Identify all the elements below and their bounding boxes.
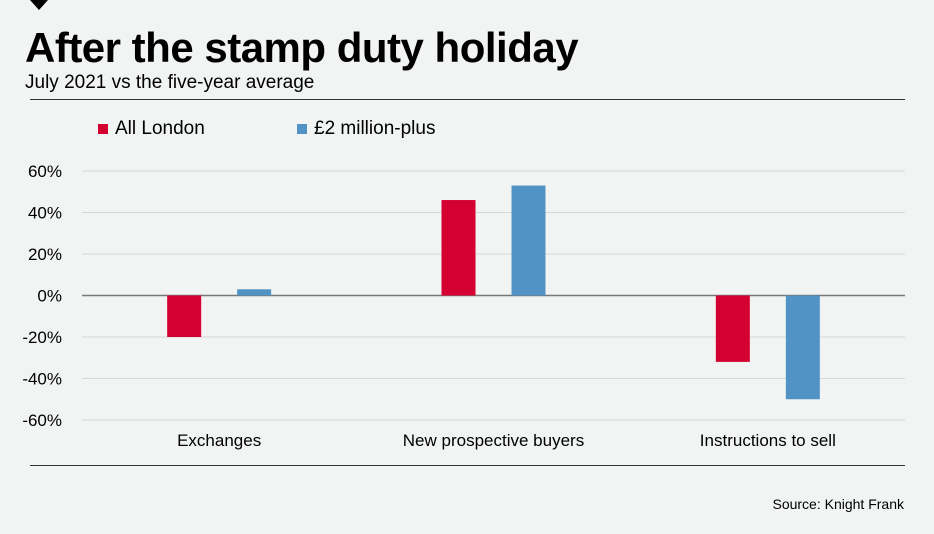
legend-swatch — [297, 124, 307, 134]
legend-swatch — [98, 124, 108, 134]
bar-2m-plus — [237, 289, 272, 296]
bar-all-london — [167, 295, 202, 337]
y-tick-label: 40% — [28, 204, 62, 223]
bar-all-london — [715, 295, 750, 362]
y-tick-label: 20% — [28, 245, 62, 264]
bottom-divider — [30, 465, 905, 466]
triangle-marker-icon — [30, 0, 48, 10]
x-category-label: Instructions to sell — [700, 431, 836, 450]
chart-title: After the stamp duty holiday — [25, 24, 579, 71]
bar-2m-plus — [511, 185, 546, 296]
source-note: Source: Knight Frank — [772, 496, 904, 512]
top-divider — [30, 99, 905, 100]
x-category-label: New prospective buyers — [403, 431, 584, 450]
y-tick-label: -60% — [22, 411, 62, 430]
legend-item-2m-plus: £2 million-plus — [297, 118, 435, 140]
y-tick-label: -20% — [22, 328, 62, 347]
chart-subtitle: July 2021 vs the five-year average — [25, 72, 315, 93]
legend-label: All London — [115, 118, 205, 139]
y-tick-label: 60% — [28, 162, 62, 181]
legend-item-all-london: All London — [98, 118, 205, 140]
bar-all-london — [441, 200, 476, 296]
bar-2m-plus — [785, 295, 820, 400]
legend-label: £2 million-plus — [314, 118, 436, 139]
x-category-label: Exchanges — [177, 431, 261, 450]
y-tick-label: 0% — [37, 287, 62, 306]
y-tick-label: -40% — [22, 370, 62, 389]
